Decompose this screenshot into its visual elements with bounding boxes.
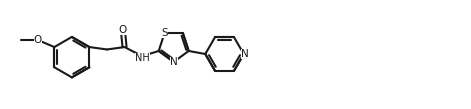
Text: NH: NH (135, 53, 149, 63)
Text: O: O (33, 35, 42, 45)
Text: S: S (161, 28, 168, 38)
Text: N: N (241, 49, 249, 59)
Text: N: N (170, 57, 178, 67)
Text: O: O (119, 26, 127, 35)
